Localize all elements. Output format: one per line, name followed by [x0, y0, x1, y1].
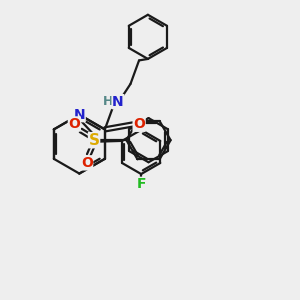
Text: S: S	[88, 133, 100, 148]
Text: O: O	[68, 117, 80, 131]
Text: N: N	[74, 108, 85, 122]
Text: O: O	[133, 117, 145, 131]
Text: F: F	[136, 177, 146, 191]
Text: H: H	[103, 95, 113, 108]
Text: O: O	[81, 156, 93, 170]
Text: N: N	[112, 94, 124, 109]
